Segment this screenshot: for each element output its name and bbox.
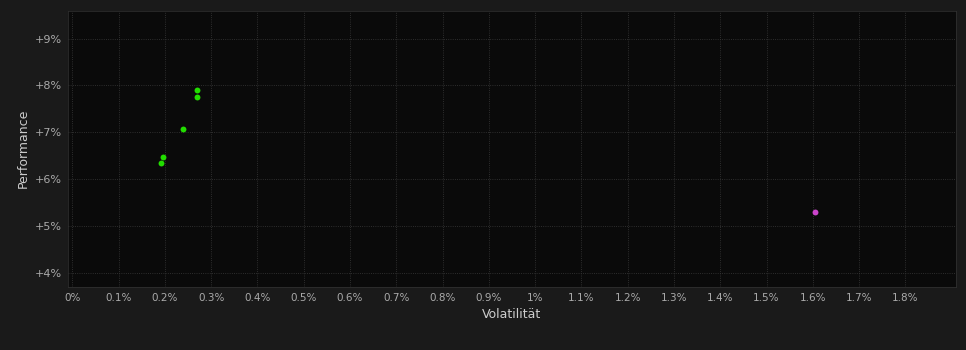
Y-axis label: Performance: Performance	[16, 109, 29, 188]
Point	[189, 94, 205, 100]
X-axis label: Volatilität: Volatilität	[482, 308, 542, 321]
Point	[176, 126, 191, 132]
Point	[154, 160, 169, 166]
Point	[189, 88, 205, 93]
Point	[808, 209, 823, 215]
Point	[155, 154, 170, 160]
